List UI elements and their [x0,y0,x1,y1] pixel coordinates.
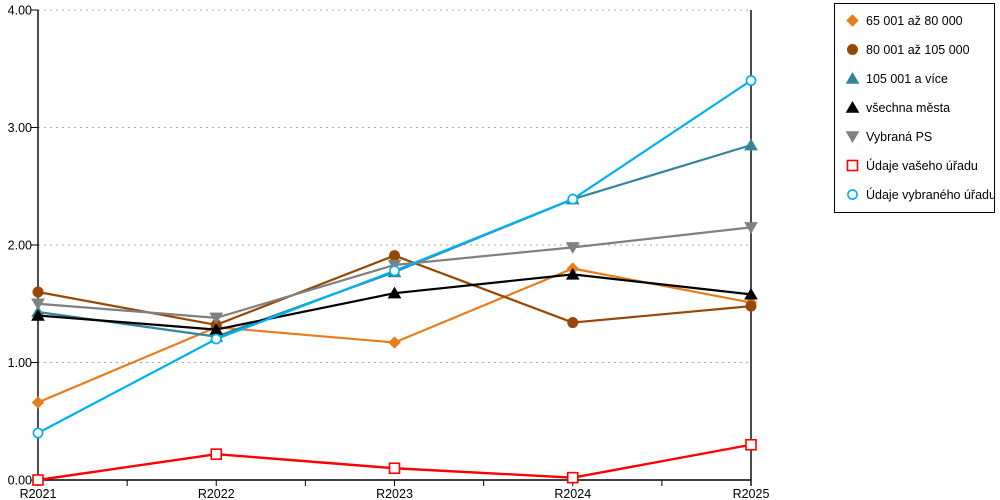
square-marker-icon [846,159,859,172]
data-point-marker [567,317,579,329]
data-point-marker [567,193,579,205]
data-point-marker [32,427,44,439]
data-point-marker [387,286,402,299]
y-tick-label: 1.00 [8,356,32,370]
data-point-marker [744,138,758,151]
data-point-marker [845,72,860,84]
diamond-marker-icon [846,14,859,27]
legend-label: Údaje vybraného úřadu [866,187,996,202]
legend-item: 105 001 a více [845,71,992,86]
legend-item: 65 001 až 80 000 [845,13,992,28]
series-3 [31,267,758,335]
data-point-marker [389,265,400,277]
data-point-marker [745,300,757,312]
triangle-up-marker-icon [845,72,860,84]
data-point-marker [209,312,224,325]
data-point-marker [387,259,402,272]
triangle-down-marker-icon [845,131,860,143]
legend-item: Údaje vybraného úřadu [845,187,996,202]
legend-label: 105 001 a více [866,71,949,86]
legend-label: Vybraná PS [866,129,933,144]
x-tick-label: R2023 [376,487,413,500]
data-point-marker [31,396,45,409]
x-tick-label: R2024 [554,487,591,500]
series-line [36,443,753,482]
data-point-marker [32,474,44,486]
data-point-marker [744,222,758,234]
legend-label: 80 001 až 105 000 [866,42,970,57]
legend-item: všechna města [845,100,992,115]
y-tick-label: 3.00 [8,121,32,135]
y-tick-label: 0.00 [8,474,32,488]
data-point-marker [389,250,400,262]
data-point-marker [847,44,858,55]
data-point-marker [32,286,44,298]
x-tick-label: R2021 [20,487,57,500]
legend-item: Vybraná PS [845,129,992,144]
series-4 [31,222,758,325]
y-tick-label: 4.00 [8,4,32,18]
circle-marker-icon [847,44,858,55]
legend-item: Údaje vašeho úřadu [845,158,992,173]
legend-label: 65 001 až 80 000 [866,13,963,28]
data-point-marker [565,242,580,254]
data-point-marker [745,75,757,86]
legend: 65 001 až 80 000 80 001 až 105 000 105 001… [834,3,996,213]
data-point-marker [744,287,758,300]
series-5 [32,438,757,486]
data-point-marker [565,267,580,280]
data-point-marker [745,438,757,451]
legend-item: 80 001 až 105 000 [845,42,992,57]
data-point-marker [31,298,45,311]
data-point-marker [31,309,45,321]
series-6 [32,75,757,439]
data-point-marker [388,462,401,475]
data-point-marker [845,101,860,113]
triangle-up-marker-icon [845,101,860,113]
data-point-marker [846,14,859,27]
data-point-marker [847,189,858,200]
series-0 [31,262,758,409]
series-line [36,144,753,338]
legend-label: Údaje vašeho úřadu [866,158,978,173]
legend-label: všechna města [866,100,951,115]
circle-marker-icon [847,189,858,200]
data-point-marker [210,448,223,460]
data-point-marker [388,336,401,349]
x-tick-label: R2022 [198,487,235,500]
data-point-marker [210,333,222,345]
data-point-marker [845,131,860,143]
data-point-marker [566,471,579,484]
data-point-marker [846,159,859,172]
y-tick-label: 2.00 [8,239,32,253]
series-line [36,273,753,331]
x-tick-label: R2025 [733,487,770,500]
